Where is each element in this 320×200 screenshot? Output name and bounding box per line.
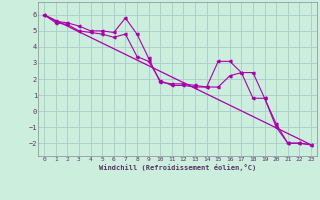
X-axis label: Windchill (Refroidissement éolien,°C): Windchill (Refroidissement éolien,°C) [99, 164, 256, 171]
